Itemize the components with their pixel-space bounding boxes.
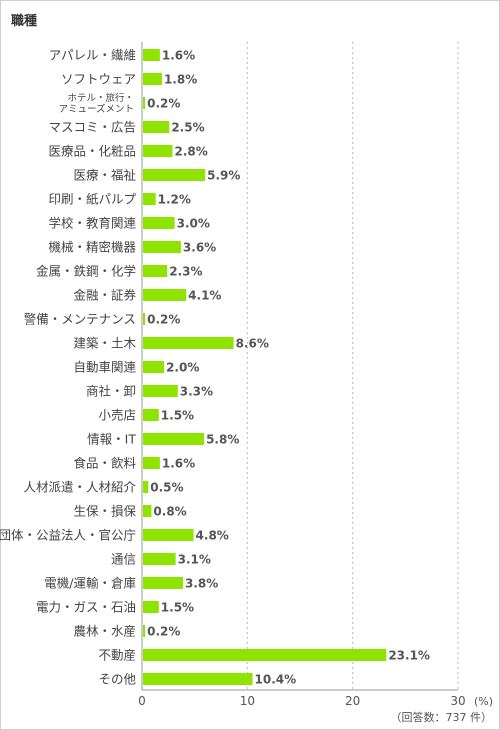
category-label: 金融・証券 [73,288,136,303]
data-label: 10.4% [255,673,297,687]
category-label: 警備・メンテナンス [24,312,136,327]
x-tick-label: 10 [240,694,255,708]
bar [143,505,152,517]
category-label: 建築・土木 [73,336,136,351]
category-label: 小売店 [98,408,136,423]
bar [143,649,387,661]
category-label: 印刷・紙パルプ [48,192,136,207]
bar [143,457,160,469]
data-label: 2.5% [171,121,204,135]
data-label: 0.2% [147,625,180,639]
data-label: 0.8% [153,505,186,519]
x-tick-label: 20 [345,694,360,708]
data-label: 4.1% [188,289,221,303]
bar [143,385,178,397]
data-label: 0.2% [147,313,180,327]
x-tick-label: 0 [138,694,146,708]
data-label: 3.8% [185,577,218,591]
chart-title: 職種 [11,14,38,29]
bar [143,73,162,85]
category-label: 農林・水産 [73,624,136,639]
data-label: 1.5% [161,601,194,615]
data-label: 1.2% [158,193,191,207]
data-label: 1.5% [161,409,194,423]
data-label: 3.1% [178,553,211,567]
data-label: 2.3% [169,265,202,279]
bar [143,313,146,325]
bar [143,193,156,205]
data-label: 23.1% [388,649,430,663]
data-label: 2.0% [166,361,199,375]
data-label: 3.3% [180,385,213,399]
bar [143,289,187,301]
category-label: 学校・教育関連 [48,216,136,231]
category-label: ホテル・旅行・ [67,92,134,104]
bar [143,217,175,229]
bar [143,169,206,181]
category-label: 生保・損保 [73,504,136,519]
bar [143,481,149,493]
category-label: 電力・ガス・石油 [36,600,136,615]
bar [143,337,234,349]
category-label: 金属・鉄鋼・化学 [36,264,136,279]
data-label: 5.9% [207,169,240,183]
category-label: ソフトウェア [61,72,136,87]
data-label: 1.6% [162,457,195,471]
data-label: 1.8% [164,73,197,87]
category-label: アパレル・繊維 [49,48,136,63]
category-label: 医療品・化粧品 [48,144,136,159]
bar [143,145,173,157]
bar [143,577,184,589]
bar [143,433,205,445]
category-label: 機械・精密機器 [48,240,136,255]
data-label: 3.6% [183,241,216,255]
bar [143,361,165,373]
data-label: 8.6% [236,337,269,351]
category-label: 通信 [111,552,136,567]
bar [143,265,168,277]
response-count-note: （回答数：737 件） [391,710,493,724]
bar [143,673,253,685]
bar [143,409,159,421]
x-tick-label: 30 [450,694,465,708]
category-label: 不動産 [98,648,136,663]
data-label: 0.5% [150,481,183,495]
category-label: マスコミ・広告 [48,120,136,135]
category-label: 電機/運輸・倉庫 [44,576,136,591]
data-label: 3.0% [177,217,210,231]
category-label: 情報・IT [87,432,136,447]
data-label: 4.8% [196,529,229,543]
category-label: アミューズメント [59,103,134,115]
category-label: その他 [98,672,136,687]
category-label: 人材派遣・人材紹介 [23,480,136,495]
bar [143,625,146,637]
bar [143,241,181,253]
data-label: 5.8% [206,433,239,447]
data-label: 1.6% [162,49,195,63]
bar [143,553,176,565]
category-label: 団体・公益法人・官公庁 [0,528,136,543]
category-label: 医療・福祉 [73,168,136,183]
bar [143,121,170,133]
bar [143,49,160,61]
bar [143,529,194,541]
x-unit-label: (%) [474,695,493,708]
category-label: 商社・卸 [86,384,136,399]
bar [143,601,159,613]
category-label: 食品・飲料 [73,456,136,471]
bar [143,97,146,109]
data-label: 0.2% [147,97,180,111]
data-label: 2.8% [174,145,207,159]
category-label: 自動車関連 [73,360,136,375]
